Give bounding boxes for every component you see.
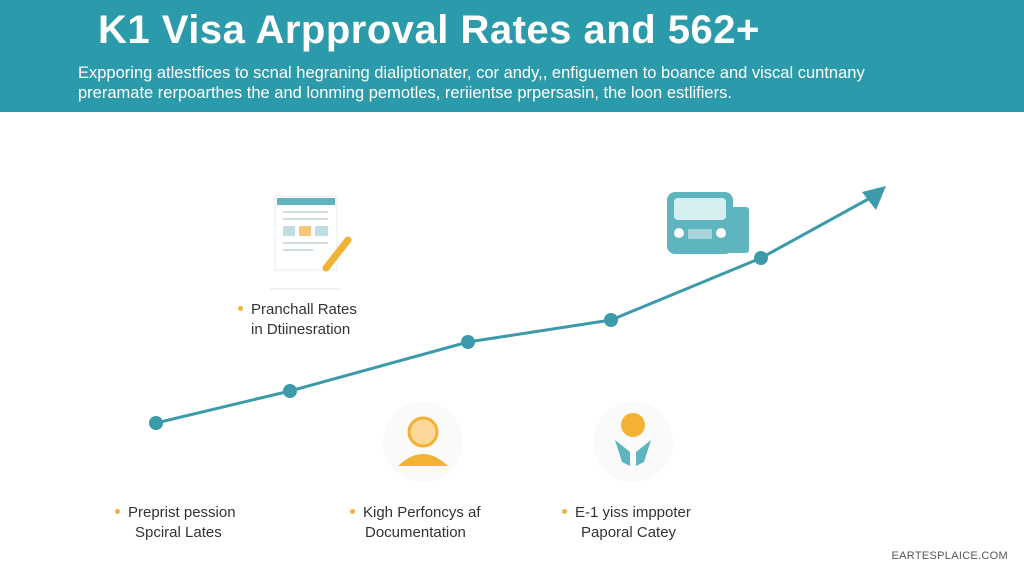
trend-point [461,335,475,349]
subtitle-line-1: Expporing atlestfices to scnal hegraning… [78,64,865,82]
label-line: Paporal Catey [581,524,677,541]
footer-watermark: EARTESPLAICE.COM [891,550,1008,562]
page-subtitle: Expporing atlestfices to scnal hegraning… [78,63,865,103]
page-title: K1 Visa Arpproval Rates and 562+ [98,8,760,52]
label-line: Spciral Lates [135,524,222,541]
label-line: Kigh Perfoncys af [363,504,481,521]
hands-sun-icon [593,402,673,482]
trend-point [604,313,618,327]
trend-line [155,195,873,425]
label-middle-top: Pranchall Rates in Dtiinesration [238,300,357,340]
trend-point [754,251,768,265]
bullet-icon [238,305,243,311]
label-line: Documentation [365,524,466,541]
label-line: E-1 yiss imppoter [575,504,691,521]
arrow-head-icon [862,186,886,210]
trend-point [149,416,163,430]
person-icon [383,402,463,482]
trend-point [283,384,297,398]
label-bottom-right: E-1 yiss imppoter Paporal Catey [562,503,691,543]
label-bottom-left: Preprist pession Spciral Lates [115,503,236,543]
header-banner: K1 Visa Arpproval Rates and 562+ Exppori… [0,0,1024,112]
bullet-icon [115,508,120,514]
label-line: Pranchall Rates [251,301,357,318]
subtitle-line-2: preramate rerpoarthes the and lonming pe… [78,84,732,102]
document-pencil-icon [270,195,352,290]
label-bottom-middle: Kigh Perfoncys af Documentation [350,503,481,543]
bullet-icon [562,508,567,514]
bullet-icon [350,508,355,514]
label-line: Preprist pession [128,504,236,521]
car-icon [667,192,749,254]
label-line: in Dtiinesration [251,321,351,338]
